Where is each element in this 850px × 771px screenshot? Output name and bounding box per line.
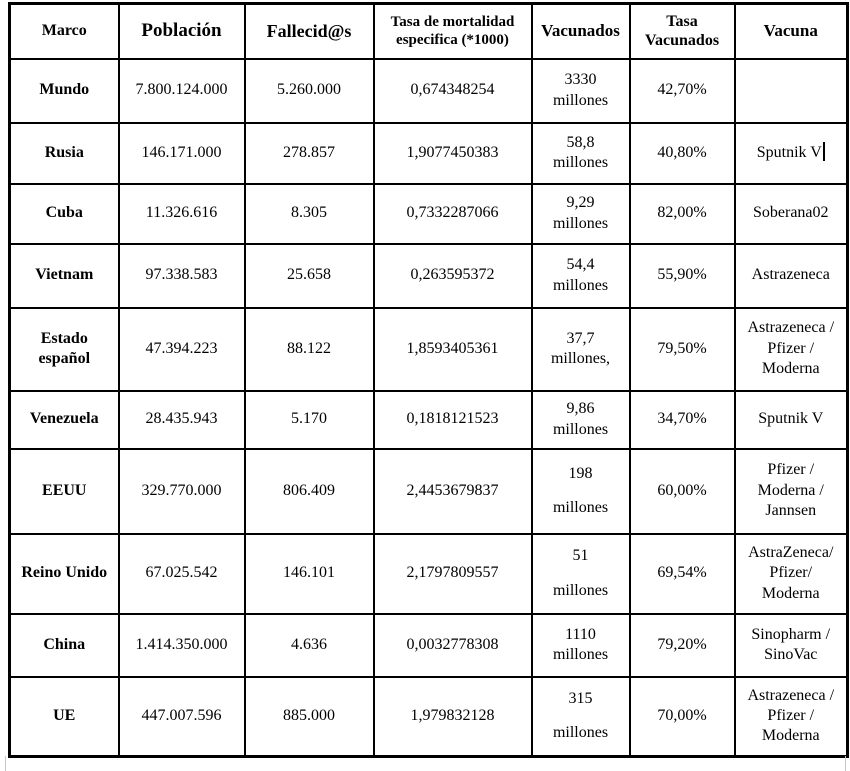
cell-poblacion[interactable]: 447.007.596	[117, 675, 246, 758]
cell-marco[interactable]: EEUU	[8, 447, 120, 535]
cell-vacuna[interactable]: Soberana02	[733, 182, 849, 245]
cell-fallecidos[interactable]: 806.409	[243, 447, 375, 535]
cell-poblacion[interactable]: 1.414.350.000	[117, 612, 246, 678]
column-header-vacunados[interactable]: Vacunados	[530, 2, 631, 60]
cell-marco[interactable]: UE	[8, 675, 120, 758]
cell-vacuna[interactable]: Sinopharm / SinoVac	[733, 612, 849, 678]
cell-vacuna[interactable]: Sputnik V	[733, 121, 849, 185]
cell-vacunados[interactable]: 9,86 millones	[530, 389, 631, 450]
cell-vacuna[interactable]: Astrazeneca / Pfizer / Moderna	[733, 306, 849, 392]
cell-fallecidos[interactable]: 5.170	[243, 389, 375, 450]
cell-poblacion[interactable]: 97.338.583	[117, 242, 246, 309]
cell-poblacion[interactable]: 146.171.000	[117, 121, 246, 185]
cell-fallecidos[interactable]: 885.000	[243, 675, 375, 758]
cell-vacuna[interactable]: Pfizer / Moderna / Jannsen	[733, 447, 849, 535]
covid-vaccination-table: Marco Población Fallecid@s Tasa de morta…	[8, 2, 849, 758]
cell-vacunados[interactable]: 315 millones	[530, 675, 631, 758]
cell-vacunados[interactable]: 198 millones	[530, 447, 631, 535]
cell-tasa-mortalidad[interactable]: 0,674348254	[372, 57, 533, 124]
cell-vacuna[interactable]: Astrazeneca	[733, 242, 849, 309]
cell-poblacion[interactable]: 47.394.223	[117, 306, 246, 392]
cell-tasa-mortalidad[interactable]: 1,979832128	[372, 675, 533, 758]
cell-fallecidos[interactable]: 146.101	[243, 532, 375, 615]
cell-poblacion[interactable]: 329.770.000	[117, 447, 246, 535]
cell-marco[interactable]: Reino Unido	[8, 532, 120, 615]
cell-fallecidos[interactable]: 278.857	[243, 121, 375, 185]
table-row-rusia: Rusia 146.171.000 278.857 1,9077450383 5…	[8, 121, 849, 185]
cell-vacuna[interactable]: Astrazeneca / Pfizer / Moderna	[733, 675, 849, 758]
cell-vacunados[interactable]: 9,29 millones	[530, 182, 631, 245]
cell-marco[interactable]: Vietnam	[8, 242, 120, 309]
cell-tasa-mortalidad[interactable]: 0,263595372	[372, 242, 533, 309]
column-header-marco[interactable]: Marco	[8, 2, 120, 60]
cell-tasa-mortalidad[interactable]: 1,9077450383	[372, 121, 533, 185]
cell-vacunados[interactable]: 51 millones	[530, 532, 631, 615]
cell-tasa-vacunados[interactable]: 79,50%	[628, 306, 736, 392]
cell-tasa-mortalidad[interactable]: 0,0032778308	[372, 612, 533, 678]
table-row-mundo: Mundo 7.800.124.000 5.260.000 0,67434825…	[8, 57, 849, 124]
table-row-vietnam: Vietnam 97.338.583 25.658 0,263595372 54…	[8, 242, 849, 309]
page-text-boundary-left	[5, 756, 6, 771]
column-header-tasa-mortalidad[interactable]: Tasa de mortalidad especifica (*1000)	[372, 2, 533, 60]
cell-tasa-vacunados[interactable]: 34,70%	[628, 389, 736, 450]
cell-fallecidos[interactable]: 4.636	[243, 612, 375, 678]
cell-marco[interactable]: Cuba	[8, 182, 120, 245]
cell-tasa-vacunados[interactable]: 55,90%	[628, 242, 736, 309]
cell-tasa-vacunados[interactable]: 69,54%	[628, 532, 736, 615]
table-row-china: China 1.414.350.000 4.636 0,0032778308 1…	[8, 612, 849, 678]
vacuna-text: Sputnik V	[756, 144, 822, 162]
cell-vacunados[interactable]: 3330 millones	[530, 57, 631, 124]
cell-vacuna[interactable]: Sputnik V	[733, 389, 849, 450]
page-text-boundary-right	[845, 756, 846, 771]
cell-marco[interactable]: Mundo	[8, 57, 120, 124]
cell-tasa-mortalidad[interactable]: 1,8593405361	[372, 306, 533, 392]
cell-tasa-vacunados[interactable]: 82,00%	[628, 182, 736, 245]
cell-poblacion[interactable]: 7.800.124.000	[117, 57, 246, 124]
cell-tasa-vacunados[interactable]: 60,00%	[628, 447, 736, 535]
table-row-ue: UE 447.007.596 885.000 1,979832128 315 m…	[8, 675, 849, 758]
cell-poblacion[interactable]: 28.435.943	[117, 389, 246, 450]
table-row-reino-unido: Reino Unido 67.025.542 146.101 2,1797809…	[8, 532, 849, 615]
cell-tasa-mortalidad[interactable]: 0,7332287066	[372, 182, 533, 245]
text-cursor	[822, 142, 825, 162]
cell-fallecidos[interactable]: 8.305	[243, 182, 375, 245]
cell-tasa-mortalidad[interactable]: 0,1818121523	[372, 389, 533, 450]
column-header-tasa-vacunados[interactable]: Tasa Vacunados	[628, 2, 736, 60]
cell-fallecidos[interactable]: 5.260.000	[243, 57, 375, 124]
cell-vacunados[interactable]: 1110 millones	[530, 612, 631, 678]
cell-tasa-vacunados[interactable]: 40,80%	[628, 121, 736, 185]
table-row-venezuela: Venezuela 28.435.943 5.170 0,1818121523 …	[8, 389, 849, 450]
header-row: Marco Población Fallecid@s Tasa de morta…	[8, 2, 849, 60]
cell-poblacion[interactable]: 67.025.542	[117, 532, 246, 615]
cell-vacuna[interactable]: AstraZeneca/ Pfizer/ Moderna	[733, 532, 849, 615]
cell-vacunados[interactable]: 54,4 millones	[530, 242, 631, 309]
table-row-eeuu: EEUU 329.770.000 806.409 2,4453679837 19…	[8, 447, 849, 535]
table-row-estado-espanol: Estado español 47.394.223 88.122 1,85934…	[8, 306, 849, 392]
cell-vacunados[interactable]: 58,8 millones	[530, 121, 631, 185]
cell-tasa-mortalidad[interactable]: 2,4453679837	[372, 447, 533, 535]
column-header-fallecidos[interactable]: Fallecid@s	[243, 2, 375, 60]
cell-marco[interactable]: Venezuela	[8, 389, 120, 450]
cell-tasa-vacunados[interactable]: 70,00%	[628, 675, 736, 758]
cell-fallecidos[interactable]: 88.122	[243, 306, 375, 392]
cell-marco[interactable]: China	[8, 612, 120, 678]
table-row-cuba: Cuba 11.326.616 8.305 0,7332287066 9,29 …	[8, 182, 849, 245]
cell-tasa-mortalidad[interactable]: 2,1797809557	[372, 532, 533, 615]
column-header-poblacion[interactable]: Población	[117, 2, 246, 60]
cell-poblacion[interactable]: 11.326.616	[117, 182, 246, 245]
cell-marco[interactable]: Estado español	[8, 306, 120, 392]
cell-vacuna[interactable]	[733, 57, 849, 124]
column-header-vacuna[interactable]: Vacuna	[733, 2, 849, 60]
cell-tasa-vacunados[interactable]: 79,20%	[628, 612, 736, 678]
cell-vacunados[interactable]: 37,7 millones,	[530, 306, 631, 392]
cell-marco[interactable]: Rusia	[8, 121, 120, 185]
cell-tasa-vacunados[interactable]: 42,70%	[628, 57, 736, 124]
cell-fallecidos[interactable]: 25.658	[243, 242, 375, 309]
